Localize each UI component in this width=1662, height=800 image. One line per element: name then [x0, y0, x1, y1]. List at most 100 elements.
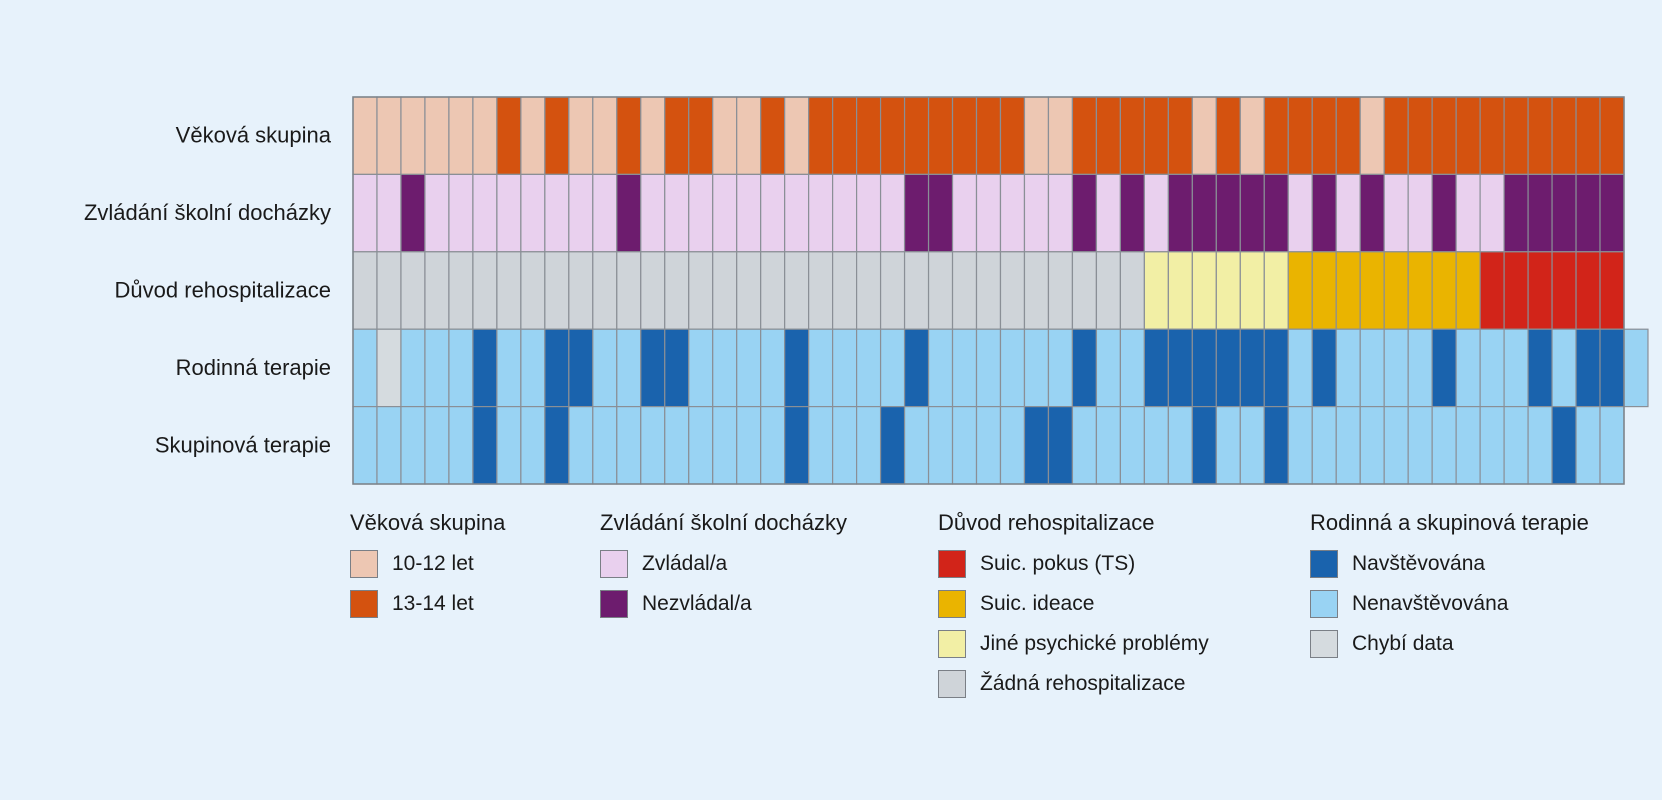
heatmap-cell [903, 406, 930, 485]
heatmap-cell [1599, 328, 1625, 408]
heatmap-cell [1359, 173, 1385, 253]
heatmap-cell [951, 406, 978, 485]
heatmap-cell [832, 406, 858, 485]
heatmap-cell [1119, 96, 1145, 176]
heatmap-cell [1023, 406, 1050, 485]
heatmap-cell [448, 173, 474, 253]
heatmap-cell [879, 173, 906, 253]
heatmap-cell [472, 328, 498, 408]
heatmap-cell [903, 251, 930, 330]
heatmap-cell [999, 173, 1026, 253]
heatmap-cell [1143, 173, 1169, 253]
heatmap-cell [448, 328, 474, 408]
heatmap-cell [855, 173, 882, 253]
heatmap-cell [1599, 96, 1625, 176]
heatmap-cell [1431, 96, 1457, 176]
heatmap-cell [1311, 406, 1337, 485]
heatmap-cell [784, 96, 810, 176]
grid-border [352, 96, 1625, 485]
heatmap-cell [400, 173, 426, 253]
heatmap-cell [664, 251, 690, 330]
heatmap-cell [1263, 328, 1289, 408]
heatmap-cell [1527, 328, 1553, 408]
heatmap-cell [1167, 406, 1193, 485]
heatmap-cell [1191, 406, 1217, 485]
heatmap-cell [1311, 328, 1337, 408]
heatmap-cell [1407, 251, 1433, 330]
heatmap-cell [855, 96, 882, 176]
heatmap-cell [592, 173, 618, 253]
heatmap-cell [1071, 406, 1098, 485]
heatmap-cell [1503, 406, 1529, 485]
heatmap-cell [472, 406, 498, 485]
legend-swatch [350, 590, 378, 618]
heatmap-cell [352, 251, 378, 330]
heatmap-cell [903, 173, 930, 253]
heatmap-cell [1287, 96, 1313, 176]
heatmap-cell [352, 328, 378, 408]
heatmap-cell [1071, 328, 1098, 408]
heatmap-cell [855, 406, 882, 485]
legend-label: Navštěvována [1352, 552, 1486, 575]
heatmap-cell [832, 251, 858, 330]
heatmap-cell [808, 328, 834, 408]
heatmap-cell [544, 96, 570, 176]
legend-swatch [938, 550, 966, 578]
heatmap-cell [1095, 406, 1122, 485]
heatmap-cell [1431, 173, 1457, 253]
heatmap-cell [760, 406, 786, 485]
legend-swatch [938, 670, 966, 698]
heatmap-chart: Věková skupina Zvládání školní docházky Dů… [84, 96, 1649, 485]
heatmap-cell [1239, 406, 1265, 485]
heatmap-cell [1479, 96, 1505, 176]
heatmap-cell [1311, 173, 1337, 253]
heatmap-cell [1143, 328, 1169, 408]
legend-swatch [938, 630, 966, 658]
heatmap-cell [975, 251, 1002, 330]
legend-label: Suic. ideace [980, 592, 1095, 615]
heatmap-cell [1023, 251, 1050, 330]
legend-title: Věková skupina [350, 510, 506, 535]
legend-item: Žádná rehospitalizace [938, 670, 1209, 698]
legend-label: Chybí data [1352, 632, 1454, 655]
legend-swatch [938, 590, 966, 618]
heatmap-cell [927, 96, 954, 176]
heatmap-cell [1383, 173, 1409, 253]
heatmap-cell [1455, 173, 1481, 253]
heatmap-cell [688, 251, 714, 330]
heatmap-cell [999, 406, 1026, 485]
heatmap-cell [1431, 328, 1457, 408]
heatmap-cell [520, 406, 546, 485]
legend-item: Navštěvována [1310, 550, 1589, 578]
heatmap-cell [688, 173, 714, 253]
heatmap-cell [1575, 328, 1601, 408]
heatmap-cell [544, 328, 570, 408]
heatmap-cell [1527, 251, 1553, 330]
heatmap-cell [1431, 251, 1457, 330]
heatmap-cell [1503, 328, 1529, 408]
heatmap-cell [999, 251, 1026, 330]
legend-label: Nenavštěvována [1352, 592, 1509, 615]
heatmap-cell [1143, 96, 1169, 176]
heatmap-cell [1623, 328, 1649, 408]
heatmap-cell [1239, 96, 1265, 176]
heatmap-cell [1407, 96, 1433, 176]
heatmap-cell [760, 96, 786, 176]
heatmap-cell [496, 173, 522, 253]
heatmap-cell [1215, 406, 1241, 485]
heatmap-cell [1071, 173, 1098, 253]
heatmap-cell [951, 173, 978, 253]
heatmap-cell [1335, 251, 1361, 330]
heatmap-cell [544, 251, 570, 330]
legend-label: Nezvládal/a [642, 592, 752, 615]
heatmap-cell [1119, 173, 1145, 253]
heatmap-cell [1551, 406, 1577, 485]
heatmap-cell [975, 173, 1002, 253]
heatmap-cell [927, 173, 954, 253]
heatmap-cell [568, 251, 594, 330]
heatmap-cell [1503, 173, 1529, 253]
heatmap-cell [1119, 251, 1145, 330]
heatmap-cell [1455, 96, 1481, 176]
heatmap-cell [760, 328, 786, 408]
